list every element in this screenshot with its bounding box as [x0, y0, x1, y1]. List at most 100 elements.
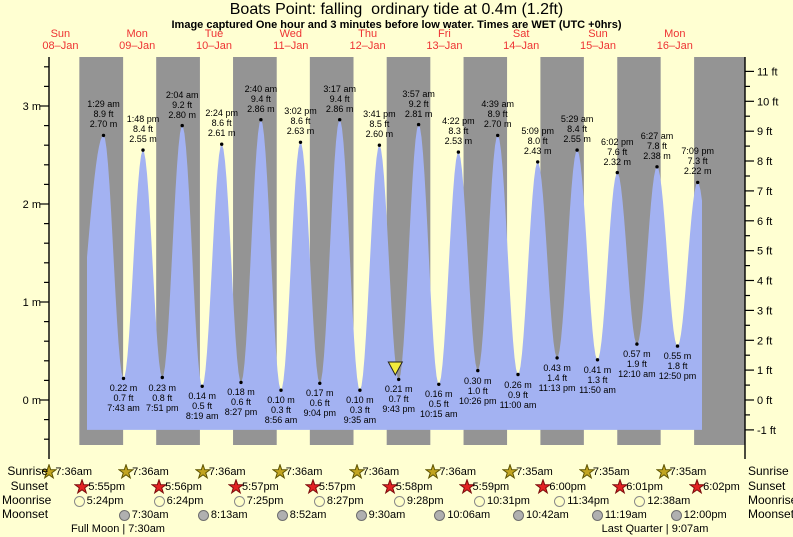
- sunset-icon: [151, 479, 168, 495]
- sunset-icon: [381, 479, 398, 495]
- low-tide-dot: [239, 380, 243, 385]
- sunrise-row-label-left: Sunrise: [7, 464, 48, 478]
- day-label: Mon 16–Jan: [637, 28, 713, 52]
- axis-tick-label-ft: 4 ft: [757, 276, 772, 288]
- sunrise-time: 7:35am: [592, 466, 630, 478]
- moonrise-icon: [393, 495, 405, 507]
- high-tide-dot: [259, 118, 263, 122]
- high-tide-dot: [377, 143, 382, 147]
- low-tide-annotation: 0.26 m 0.9 ft 11:00 am: [499, 379, 537, 410]
- moonrise-icon: [153, 495, 165, 507]
- moonset-time: 11:19am: [604, 509, 647, 521]
- low-tide-dot: [555, 356, 559, 360]
- sunrise-time: 7:36am: [132, 466, 169, 478]
- sunset-time: 5:55pm: [88, 481, 126, 493]
- low-tide-dot: [437, 382, 441, 386]
- sunset-icon: [304, 479, 321, 495]
- low-tide-annotation: 0.41 m 1.3 ft 11:50 am: [579, 364, 616, 395]
- axis-tick-label-ft: 1 ft: [757, 365, 772, 377]
- axis-tick-label-ft: 10 ft: [757, 96, 778, 108]
- high-tide-annotation: 7:09 pm 7.3 ft 2.22 m: [681, 146, 714, 177]
- moonset-icon: [197, 509, 209, 521]
- axis-tick-label-ft: 3 ft: [757, 305, 772, 317]
- moonrise-time: 9:28pm: [406, 495, 444, 507]
- moonset-time: 12:00pm: [683, 509, 727, 521]
- low-tide-dot: [516, 372, 520, 377]
- sunset-row-label-left: Sunset: [10, 479, 48, 493]
- high-tide-dot: [615, 170, 619, 175]
- sunrise-time: 7:35am: [516, 466, 553, 478]
- moonrise-time: 5:24pm: [86, 495, 124, 507]
- moonrise-icon: [554, 495, 566, 507]
- weekday-label: Sun: [588, 28, 608, 40]
- sunrise-icon: [655, 464, 672, 480]
- low-tide-annotation: 0.10 m 0.3 ft 8:56 am: [264, 395, 298, 426]
- moonset-time: 8:13am: [210, 509, 248, 521]
- high-tide-annotation: 1:48 pm 8.4 ft 2.55 m: [126, 114, 160, 145]
- high-tide-dot: [536, 160, 540, 164]
- low-tide-annotation: 0.14 m 0.5 ft 8:19 am: [185, 391, 219, 422]
- moonrise-time: 10:31pm: [487, 495, 530, 507]
- sunset-icon: [535, 479, 552, 495]
- date-label: 13–Jan: [426, 40, 463, 52]
- low-tide-annotation: 0.23 m 0.8 ft 7:51 pm: [146, 382, 179, 413]
- day-label: Sun 15–Jan: [560, 28, 636, 52]
- low-tide-annotation: 0.22 m 0.7 ft 7:43 am: [107, 383, 140, 414]
- sunset-time: 6:02pm: [703, 481, 740, 493]
- sunset-time: 5:56pm: [165, 481, 202, 493]
- axis-tick-label-ft: 11 ft: [757, 66, 778, 78]
- moonset-icon: [591, 509, 603, 521]
- moonset-icon: [670, 509, 682, 521]
- high-tide-annotation: 6:02 pm 7.6 ft 2.32 m: [601, 136, 634, 167]
- axis-tick-label-ft: -1 ft: [757, 425, 776, 437]
- moonrise-time: 7:25pm: [246, 495, 284, 507]
- sunset-time: 5:58pm: [395, 481, 433, 493]
- moonrise-icon: [313, 495, 325, 507]
- low-tide-dot: [635, 342, 639, 346]
- moonrise-row-label-right: Moonrise: [748, 493, 793, 507]
- moonset-icon: [513, 509, 525, 521]
- day-label: Sat 14–Jan: [483, 28, 559, 52]
- day-label: Thu 12–Jan: [330, 28, 406, 52]
- low-tide-annotation: 0.16 m 0.5 ft 10:15 am: [420, 389, 458, 420]
- high-tide-dot: [298, 140, 303, 144]
- high-tide-annotation: 2:04 am 9.2 ft 2.80 m: [165, 89, 199, 120]
- full-moon-note: Full Moon | 7:30am: [71, 523, 165, 535]
- sunset-icon: [612, 479, 629, 495]
- day-label: Wed 11–Jan: [253, 28, 329, 52]
- moonset-icon: [276, 509, 288, 521]
- moonrise-row-label-left: Moonrise: [2, 493, 52, 507]
- moonrise-icon: [233, 495, 245, 507]
- moonrise-time: 8:27pm: [326, 495, 364, 507]
- high-tide-dot: [220, 142, 224, 146]
- high-tide-annotation: 3:17 am 9.4 ft 2.86 m: [323, 83, 356, 114]
- moonset-time: 10:42am: [526, 509, 569, 521]
- sunset-icon: [689, 479, 706, 495]
- high-tide-annotation: 2:40 am 9.4 ft 2.86 m: [244, 83, 278, 114]
- sunrise-icon: [502, 464, 519, 480]
- chart-subtitle: Image captured One hour and 3 minutes be…: [171, 19, 622, 31]
- weekday-label: Thu: [358, 28, 378, 40]
- low-tide-annotation: 0.55 m 1.8 ft 12:50 pm: [658, 351, 697, 382]
- sunset-time: 5:59pm: [472, 481, 510, 493]
- axis-tick-label-ft: 6 ft: [757, 216, 772, 228]
- axis-tick-label-m: 0 m: [23, 395, 41, 407]
- moonset-time: 9:30am: [368, 509, 406, 521]
- low-tide-dot: [397, 377, 401, 382]
- high-tide-annotation: 5:09 pm 8.0 ft 2.43 m: [521, 125, 554, 156]
- date-label: 09–Jan: [119, 40, 156, 52]
- moonset-icon: [355, 509, 367, 521]
- axis-tick-label-ft: 9 ft: [757, 126, 772, 138]
- moonrise-icon: [474, 495, 486, 507]
- moonset-icon: [118, 509, 130, 521]
- moonset-time: 10:06am: [447, 509, 491, 521]
- sunrise-time: 7:35am: [669, 466, 707, 478]
- moonset-row-label-left: Moonset: [2, 507, 49, 521]
- low-tide-annotation: 0.57 m 1.9 ft 12:10 am: [618, 349, 656, 380]
- sunset-time: 5:57pm: [242, 481, 279, 493]
- low-tide-dot: [200, 384, 204, 388]
- low-tide-dot: [121, 376, 126, 381]
- moonrise-icon: [634, 495, 646, 507]
- day-label: Mon 09–Jan: [99, 28, 175, 52]
- day-label: Sun 08–Jan: [22, 28, 98, 52]
